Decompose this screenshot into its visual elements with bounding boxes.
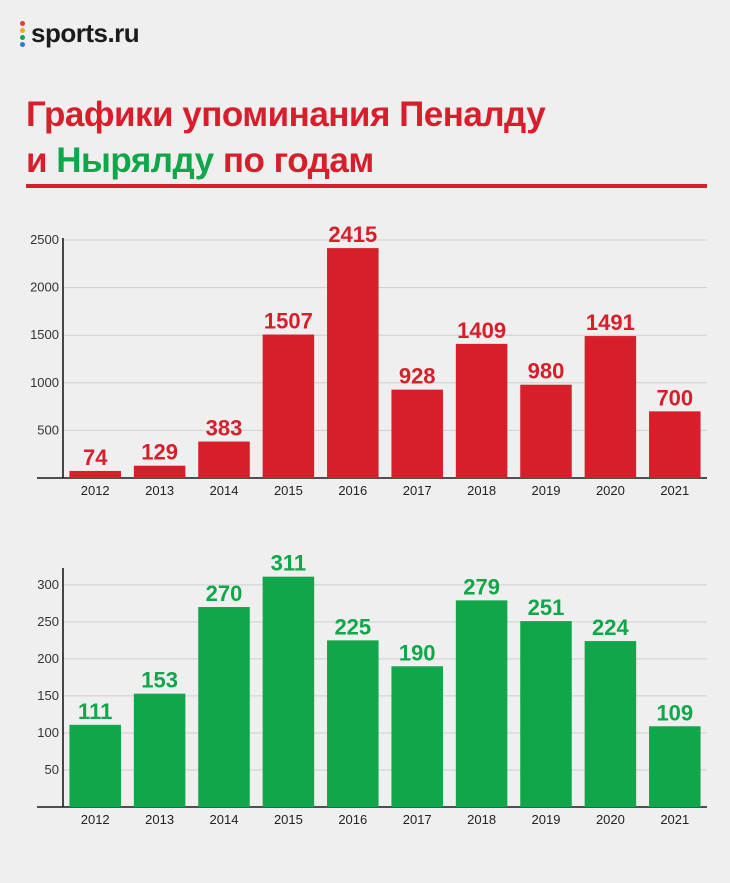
bar-2020 (584, 641, 637, 807)
y-tick-label: 2500 (30, 232, 59, 247)
title-green-word: Нырялду (56, 141, 214, 180)
data-label: 153 (141, 668, 178, 693)
x-tick-label: 2019 (532, 812, 561, 827)
bar-2021 (649, 411, 701, 478)
x-tick-label: 2018 (467, 483, 496, 498)
bar-2012 (69, 724, 121, 807)
x-tick-label: 2019 (532, 483, 561, 498)
y-tick-label: 100 (37, 725, 59, 740)
logo-dot (20, 34, 25, 40)
logo-dot (20, 27, 25, 33)
data-label: 109 (656, 700, 693, 725)
bar-2012 (69, 470, 121, 478)
data-label: 1507 (264, 309, 313, 334)
data-label: 251 (528, 595, 565, 620)
page-title: Графики упоминания Пеналду и Нырялду по … (26, 92, 546, 184)
logo-dot (20, 20, 25, 26)
x-tick-label: 2015 (274, 812, 303, 827)
bar-2013 (133, 465, 186, 478)
bar-2018 (455, 343, 508, 478)
y-tick-label: 150 (37, 688, 59, 703)
bar-2013 (133, 693, 186, 807)
x-tick-label: 2013 (145, 483, 174, 498)
y-tick-label: 200 (37, 651, 59, 666)
title-underline (26, 184, 707, 188)
data-label: 2415 (328, 222, 377, 247)
data-label: 129 (141, 440, 178, 465)
penaldu-bar-chart: 500 1000 1500 2000 2500 74 2012 129 2013 383 2014 1… (30, 222, 707, 498)
data-label: 383 (206, 416, 243, 441)
x-tick-label: 2015 (274, 483, 303, 498)
data-label: 980 (528, 359, 565, 384)
bar-2014 (198, 441, 250, 478)
x-tick-label: 2017 (403, 812, 432, 827)
nyryaldu-bar-chart: 50 100 150 200 250 300 111 2012 153 2013 270 2014 31… (37, 551, 707, 827)
x-tick-label: 2013 (145, 812, 174, 827)
bar-2016 (327, 248, 379, 478)
x-tick-label: 2014 (210, 483, 239, 498)
brand-logo: sports.ru (20, 18, 140, 49)
data-label: 224 (592, 615, 629, 640)
bar-2019 (520, 384, 572, 478)
y-tick-label: 500 (37, 422, 59, 437)
y-tick-label: 300 (37, 577, 59, 592)
y-tick-label: 1000 (30, 375, 59, 390)
data-label: 700 (656, 385, 693, 410)
data-label: 225 (334, 614, 371, 639)
x-tick-label: 2012 (81, 812, 110, 827)
bar-2014 (198, 607, 250, 807)
data-label: 190 (399, 640, 436, 665)
x-tick-label: 2014 (210, 812, 239, 827)
data-label: 74 (83, 445, 108, 470)
bar-2019 (520, 621, 572, 807)
title-prefix: и (26, 141, 48, 180)
data-label: 311 (271, 551, 307, 576)
data-label: 928 (399, 364, 436, 389)
bar-2016 (327, 640, 379, 807)
x-tick-label: 2021 (660, 483, 689, 498)
bar-2015 (262, 334, 315, 478)
y-tick-label: 1500 (30, 327, 59, 342)
title-suffix: по годам (222, 141, 374, 180)
logo-dot (20, 41, 25, 47)
logo-text: sports.ru (31, 18, 140, 48)
y-tick-label: 250 (37, 614, 59, 629)
bar-2017 (391, 666, 443, 807)
data-label: 1491 (586, 310, 635, 335)
bar-2021 (649, 726, 701, 807)
title-line-1: Графики упоминания Пеналду (26, 95, 546, 134)
data-label: 1409 (457, 318, 506, 343)
data-label: 270 (206, 581, 243, 606)
bar-2018 (455, 600, 508, 807)
y-tick-label: 50 (45, 762, 59, 777)
x-tick-label: 2020 (596, 812, 625, 827)
logo-dots-icon (20, 20, 25, 47)
x-tick-label: 2020 (596, 483, 625, 498)
x-tick-label: 2012 (81, 483, 110, 498)
x-tick-label: 2018 (467, 812, 496, 827)
x-tick-label: 2017 (403, 483, 432, 498)
bar-2015 (262, 576, 315, 807)
x-tick-label: 2016 (338, 483, 367, 498)
y-tick-label: 2000 (30, 280, 59, 295)
bar-2020 (584, 336, 637, 478)
x-tick-label: 2016 (338, 812, 367, 827)
bar-2017 (391, 389, 443, 478)
data-label: 111 (78, 699, 112, 724)
data-label: 279 (463, 574, 500, 599)
x-tick-label: 2021 (660, 812, 689, 827)
